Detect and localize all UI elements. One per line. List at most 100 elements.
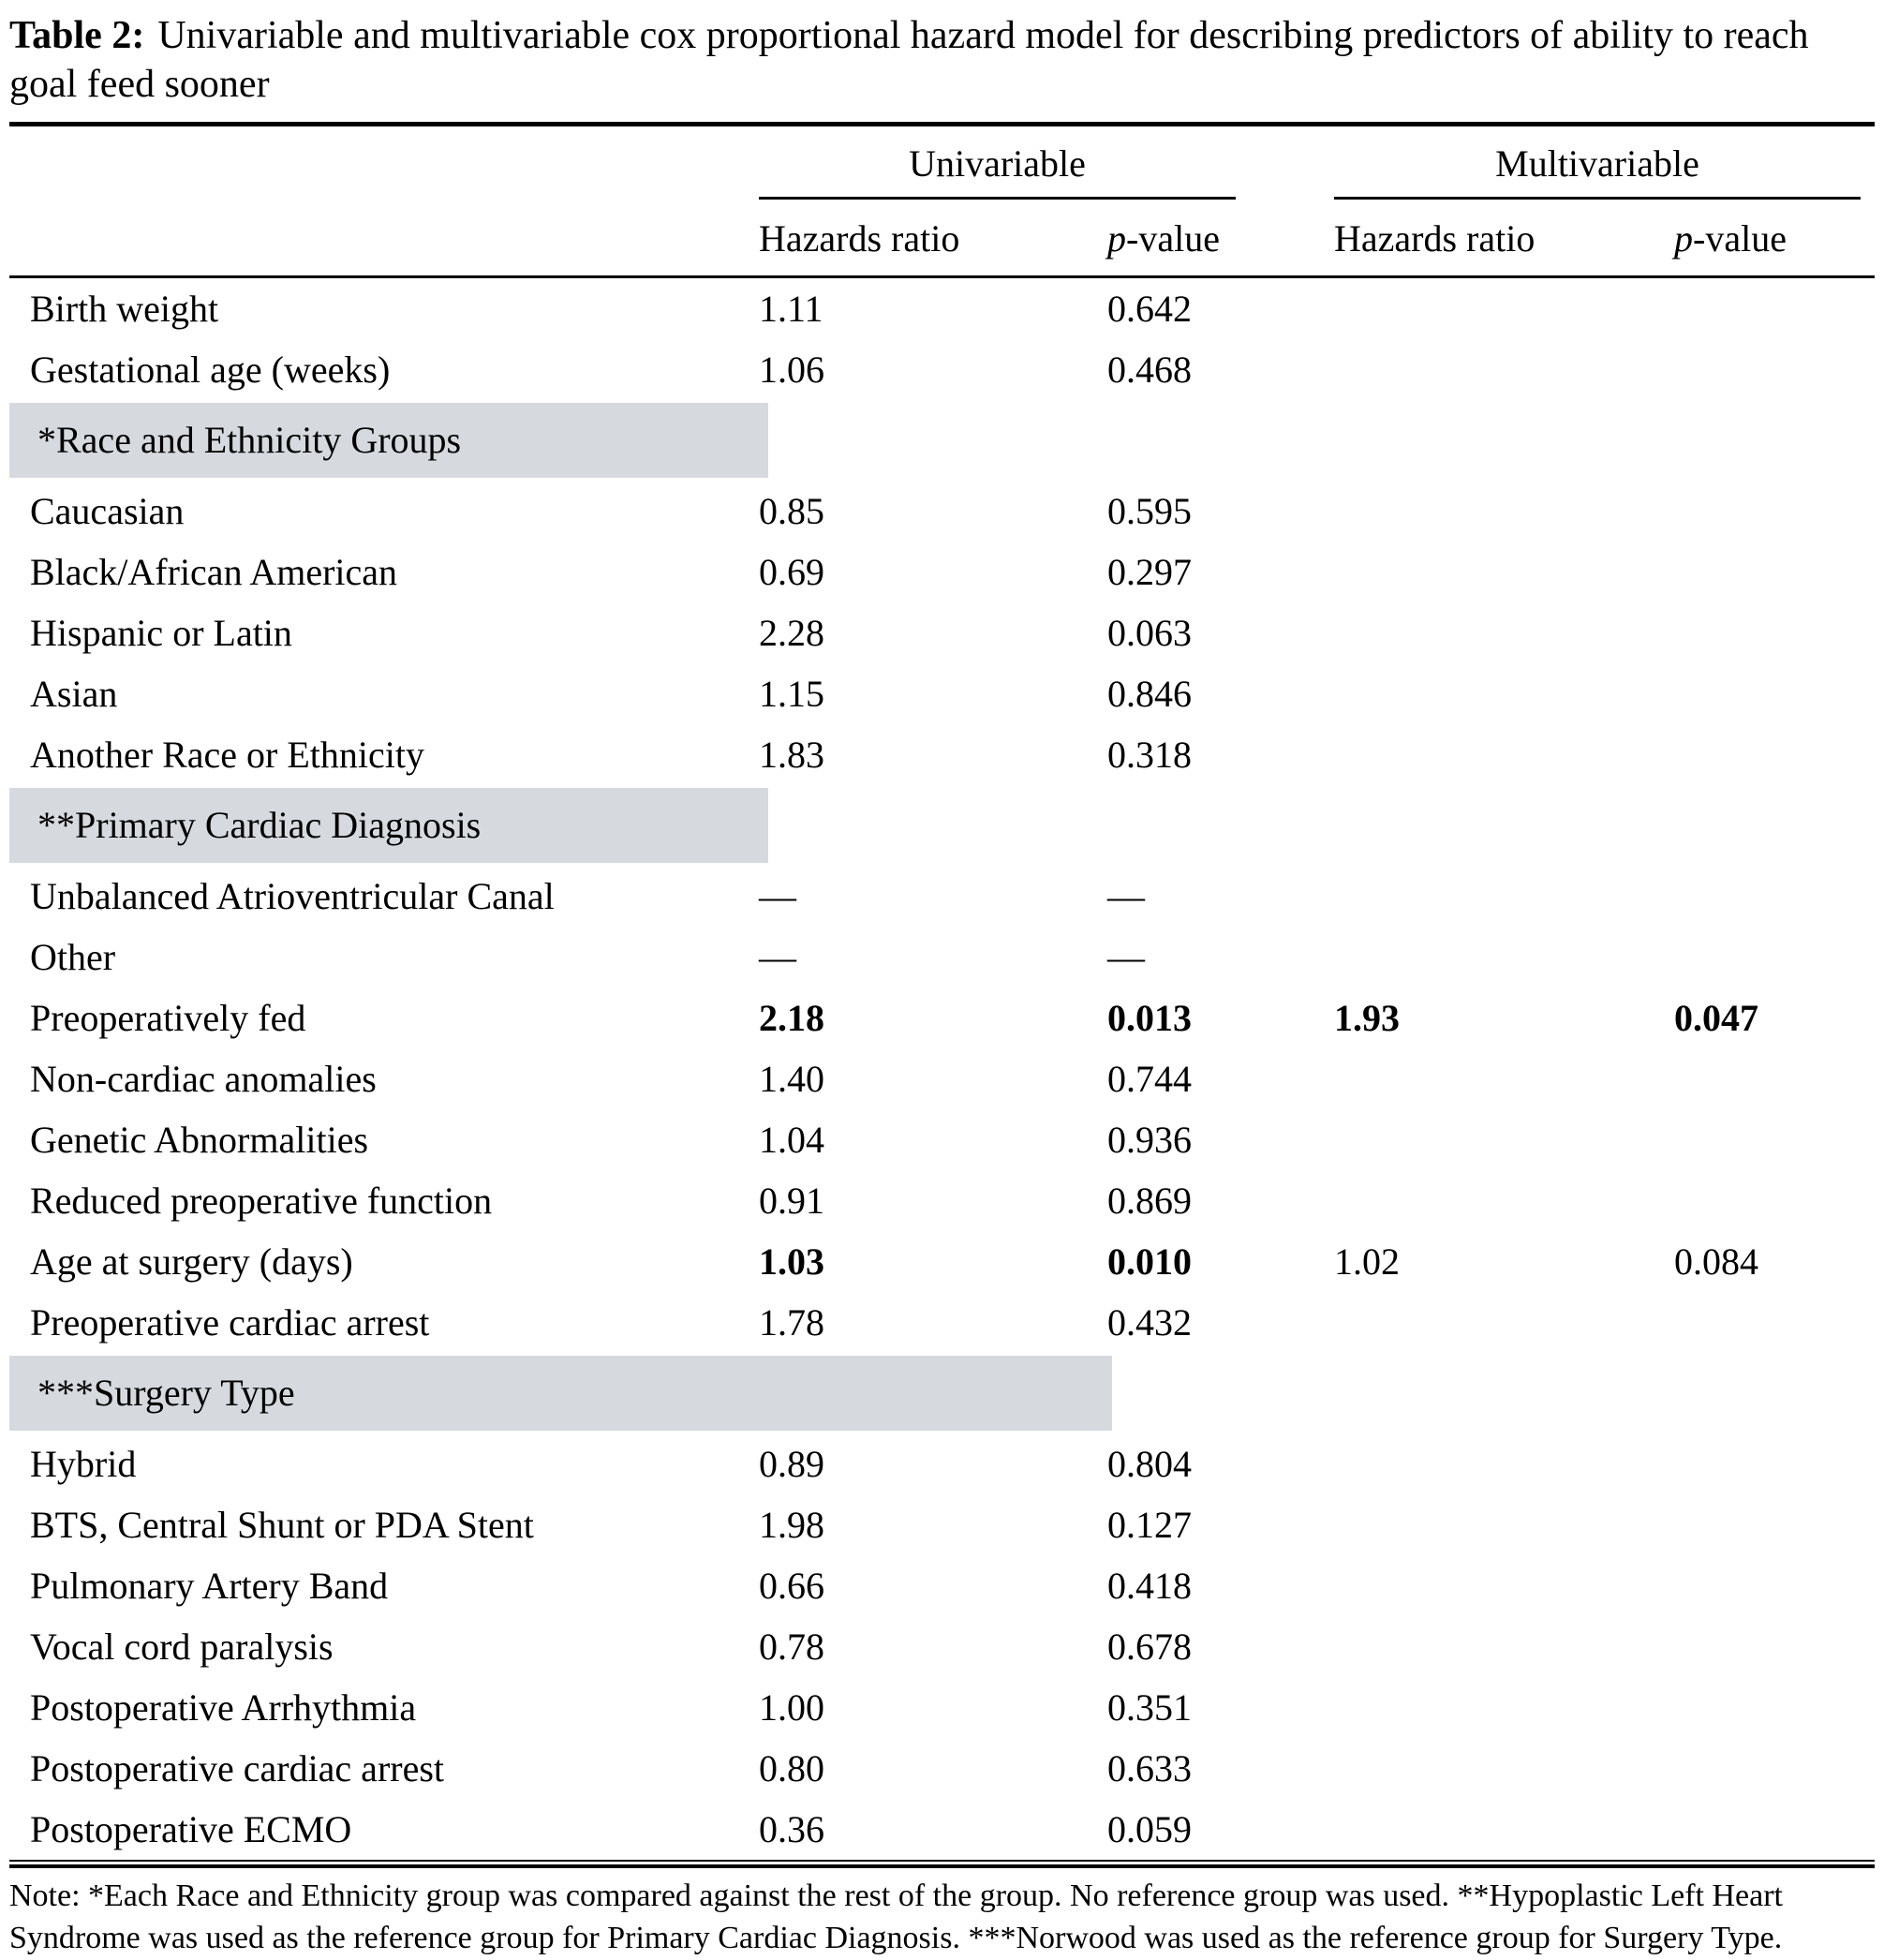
row-label: Preoperative cardiac arrest [30,1300,430,1344]
value-cell: 0.432 [1107,1300,1192,1344]
value-cell [1674,663,1875,724]
col-header-uni-hazards-ratio: Hazards ratio [759,200,1107,279]
value-cell: — [759,935,796,978]
section-label: ***Surgery Type [37,1372,295,1415]
value-cell [1334,866,1674,927]
row-label: Black/African American [30,550,398,593]
table-row: Postoperative Arrhythmia 1.00 0.351 [9,1677,1875,1738]
table-bottom-rule [9,1860,1875,1869]
value-cell: 0.36 [759,1807,824,1850]
section-band: ***Surgery Type [9,1356,1112,1432]
value-cell [1334,339,1674,400]
value-cell: 1.03 [759,1240,824,1283]
value-cell [1674,542,1875,602]
value-cell: 0.869 [1107,1179,1192,1222]
value-cell [1334,927,1674,987]
row-label: Postoperative cardiac arrest [30,1746,445,1789]
value-cell: 0.013 [1107,996,1192,1039]
section-header-cell: **Primary Cardiac Diagnosis [9,785,1875,866]
col-header-uni-p-value: p-value [1107,200,1334,279]
table-row: Asian 1.15 0.846 [9,663,1875,724]
value-cell: — [759,874,796,917]
value-cell: 0.80 [759,1746,824,1789]
table-row: Vocal cord paralysis 0.78 0.678 [9,1616,1875,1677]
value-cell: 0.059 [1107,1807,1192,1850]
value-cell [1674,1555,1875,1616]
row-label: Preoperatively fed [30,996,306,1039]
value-cell [1334,1738,1674,1799]
value-cell: 0.642 [1107,287,1192,330]
multivariable-group-header-cell: Multivariable [1334,125,1875,200]
table-row: Hybrid 0.89 0.804 [9,1433,1875,1494]
row-label: Unbalanced Atrioventricular Canal [30,874,555,917]
section-header-row: *Race and Ethnicity Groups [9,400,1875,481]
table-row: Postoperative ECMO 0.36 0.059 [9,1799,1875,1860]
value-cell: 0.297 [1107,550,1192,593]
table-row: Another Race or Ethnicity 1.83 0.318 [9,724,1875,785]
value-cell: 0.010 [1107,1240,1192,1283]
table-header: Univariable Multivariable Hazards ratio … [9,125,1875,279]
univariable-group-header-cell: Univariable [759,125,1334,200]
value-cell: 1.78 [759,1300,824,1344]
column-header-row: Hazards ratio p-value Hazards ratio p-va… [9,200,1875,279]
value-cell [1674,1048,1875,1109]
value-cell [1334,1170,1674,1231]
value-cell: 0.89 [759,1442,824,1485]
value-cell: 0.468 [1107,348,1192,391]
value-cell: 0.846 [1107,672,1192,715]
value-cell: 0.633 [1107,1746,1192,1789]
value-cell: 1.15 [759,672,824,715]
table-row: Age at surgery (days) 1.03 0.010 1.02 0.084 [9,1231,1875,1292]
table-row: Reduced preoperative function 0.91 0.869 [9,1170,1875,1231]
table-row: Other — — [9,927,1875,987]
value-cell [1674,602,1875,663]
table-body: Birth weight 1.11 0.642 Gestational age (we… [9,277,1875,1861]
table-row: Black/African American 0.69 0.297 [9,542,1875,602]
hazards-ratio-label: Hazards ratio [1334,217,1535,260]
value-cell: 0.804 [1107,1442,1192,1485]
value-cell: 0.69 [759,550,824,593]
value-cell: — [1107,935,1145,978]
row-label: Reduced preoperative function [30,1179,493,1222]
value-cell [1334,1677,1674,1738]
value-cell [1674,1616,1875,1677]
value-cell [1334,1292,1674,1353]
value-cell [1674,1170,1875,1231]
table-title-text: Univariable and multivariable cox propor… [9,14,1809,107]
value-cell: 1.02 [1334,1240,1400,1283]
empty-header-cell [9,125,759,200]
table-number-label: Table 2: [9,14,145,57]
p-italic: p [1674,217,1693,260]
value-cell: 0.318 [1107,733,1192,776]
row-label: Hispanic or Latin [30,611,292,654]
value-cell: 0.063 [1107,611,1192,654]
value-cell [1674,1677,1875,1738]
value-cell [1674,277,1875,340]
univariable-group-header: Univariable [759,126,1236,200]
table-row: Caucasian 0.85 0.595 [9,481,1875,542]
table-row: Preoperative cardiac arrest 1.78 0.432 [9,1292,1875,1353]
table-row: Unbalanced Atrioventricular Canal — — [9,866,1875,927]
value-cell: 2.18 [759,996,824,1039]
value-cell: 0.744 [1107,1057,1192,1100]
col-header-multi-hazards-ratio: Hazards ratio [1334,200,1674,279]
value-cell [1674,927,1875,987]
table-row: Preoperatively fed 2.18 0.013 1.93 0.047 [9,987,1875,1048]
hazards-ratio-label: Hazards ratio [759,217,960,260]
value-cell [1334,481,1674,542]
row-label: Asian [30,672,118,715]
table-title: Table 2: Univariable and multivariable co… [9,11,1875,109]
row-label: Caucasian [30,489,185,532]
col-header-multi-p-value: p-value [1674,200,1875,279]
value-cell: 1.98 [759,1503,824,1546]
value-cell: 1.04 [759,1118,824,1161]
value-cell [1334,602,1674,663]
value-cell: 0.595 [1107,489,1192,532]
hazard-model-table: Univariable Multivariable Hazards ratio … [9,122,1875,1860]
table-row: Postoperative cardiac arrest 0.80 0.633 [9,1738,1875,1799]
value-cell [1334,1799,1674,1860]
row-label: Gestational age (weeks) [30,348,391,391]
value-cell [1674,866,1875,927]
value-cell: 0.127 [1107,1503,1192,1546]
